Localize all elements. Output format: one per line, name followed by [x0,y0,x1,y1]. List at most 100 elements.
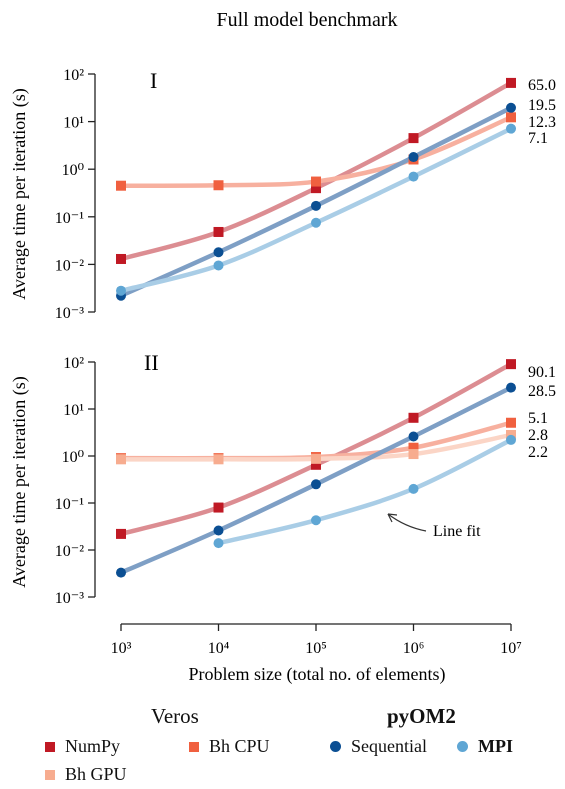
line-fit-annotation-arrow [387,513,427,532]
mpi-marker [213,538,224,549]
legend-item-label: NumPy [65,736,121,756]
numpy-marker [506,359,516,370]
sequential-marker [116,567,126,578]
sequential-marker [506,382,516,393]
numpy-square-icon [45,741,55,752]
mpi-fit-line [216,437,514,546]
panel-2-label: II [144,350,159,375]
legend: Veros pyOM2 NumPy Bh CPU Sequential MPI … [0,700,565,789]
numpy-marker [116,528,126,539]
y-tick-label: 10¹ [63,115,84,132]
bh_cpu-marker [506,417,516,428]
legend-item-bh-cpu: Bh CPU [189,736,270,757]
numpy-marker [311,183,321,194]
numpy-marker [506,77,516,88]
mpi-marker [116,285,126,296]
panel-2-y-axis-label: Average time per iteration (s) [9,376,30,588]
bh_cpu-marker [408,442,419,453]
mpi-marker [408,171,419,182]
y-tick-label: 10¹ [63,402,84,419]
sequential-marker [311,200,321,211]
x-axis-label: Problem size (total no. of elements) [189,664,446,685]
y-tick-label: 10⁰ [62,162,84,179]
sequential-marker [408,152,419,163]
y-tick-label: 10⁰ [62,449,84,466]
panel-2-x-axis: 10³ 10⁴ 10⁵ 10⁶ 10⁷ [111,623,522,657]
bh_cpu-marker [116,180,126,191]
line-fit-annotation: Line fit [433,523,481,540]
numpy-marker [116,253,126,264]
numpy-marker [408,412,419,423]
sequential-marker [408,431,419,442]
sequential-marker [213,247,224,258]
numpy-marker [311,459,321,470]
bh_gpu-marker [311,453,321,464]
end-value-label: 7.1 [528,130,548,147]
bh-cpu-square-icon [189,741,199,752]
legend-pyom2-title: pyOM2 [387,704,456,728]
legend-item-sequential: Sequential [330,736,427,757]
x-tick-label: 10⁴ [208,640,230,657]
bh_gpu-marker [408,449,419,460]
legend-item-label: Bh CPU [209,736,270,756]
x-tick-label: 10³ [111,640,132,657]
bh_gpu-marker [116,454,126,465]
numpy-marker [213,226,224,237]
chart-title: Full model benchmark [216,9,397,31]
numpy-marker [213,502,224,513]
mpi-marker [506,123,516,134]
legend-item-numpy: NumPy [45,736,120,757]
end-value-label: 28.5 [528,383,556,400]
legend-item-mpi: MPI [457,736,513,757]
sequential-marker [311,479,321,490]
y-tick-label: 10⁻² [55,543,84,560]
figure: Full model benchmark I Average time per … [9,9,556,685]
mpi-marker [408,483,419,494]
bh_cpu-marker [311,176,321,187]
x-tick-label: 10⁵ [305,640,327,657]
panel-1-label: I [150,68,157,93]
end-value-label: 2.2 [528,444,548,461]
bh_cpu-marker [506,112,516,123]
numpy-fit-line [118,80,514,262]
y-tick-label: 10² [63,67,84,84]
panel-1-markers [116,77,516,301]
panel-1-end-labels: 65.0 19.512.37.1 [528,77,556,147]
panel-2: II Average time per iteration (s) 10⁻³10… [9,350,556,657]
end-value-label: 65.0 [528,77,556,94]
x-tick-label: 10⁷ [500,640,522,657]
bh_cpu-fit-line [118,115,514,188]
end-value-label: 90.1 [528,364,556,381]
end-value-label: 19.5 [528,97,556,114]
panel-1-y-axis-label: Average time per iteration (s) [9,88,30,300]
panel-1-y-axis: 10⁻³ 10⁻² 10⁻¹ 10⁰ 10¹ 10² [55,67,96,322]
line-fit-arrowhead [387,513,398,523]
y-tick-label: 10⁻³ [55,305,84,322]
y-tick-label: 10⁻³ [55,590,84,607]
legend-item-bh-gpu: Bh GPU [45,764,127,785]
y-tick-label: 10⁻² [55,257,84,274]
legend-item-label: MPI [478,736,513,756]
legend-item-label: Sequential [351,736,427,756]
mpi-marker [311,515,321,526]
panel-2-markers [116,359,516,578]
y-tick-label: 10⁻¹ [55,496,84,513]
y-tick-label: 10² [63,355,84,372]
mpi-marker [213,260,224,271]
panel-2-y-axis: 10⁻³ 10⁻² 10⁻¹ 10⁰ 10¹ 10² [55,355,96,607]
mpi-marker [506,434,516,445]
end-value-label: 12.3 [528,114,556,131]
mpi-circle-icon [457,741,468,752]
legend-veros-title: Veros [151,704,199,728]
legend-item-label: Bh GPU [65,764,127,784]
sequential-marker [213,525,224,536]
panel-1: I Average time per iteration (s) 10⁻³10⁻… [9,67,556,322]
bh_cpu-marker [213,180,224,191]
y-tick-label: 10⁻¹ [55,210,84,227]
end-value-label: 5.1 [528,410,548,427]
x-tick-label: 10⁶ [403,640,425,657]
sequential-circle-icon [330,741,341,752]
mpi-marker [311,217,321,228]
bh_gpu-marker [213,454,224,465]
end-value-label: 2.8 [528,427,548,444]
